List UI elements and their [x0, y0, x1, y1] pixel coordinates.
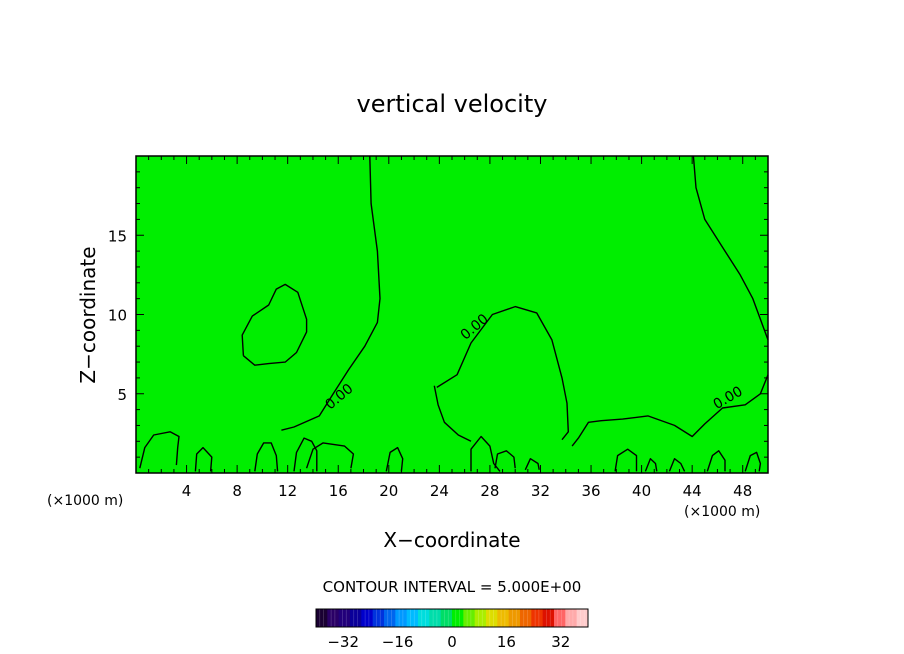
zero-contour-left-edge	[139, 431, 180, 469]
x-tick-label: 20	[379, 482, 398, 500]
colorbar-cell	[463, 609, 476, 627]
contour-lines	[139, 155, 769, 472]
zero-contour-low-4	[305, 442, 355, 469]
colorbar-cell	[372, 609, 385, 627]
colorbar-cell	[440, 609, 453, 627]
zero-contour-low-9	[706, 450, 726, 472]
colorbar-cell	[542, 609, 555, 627]
zero-contour-low-2	[254, 442, 279, 472]
y-axis-label: Z−coordinate	[76, 246, 100, 383]
zero-contour-low-12	[524, 458, 540, 471]
zero-contour-low-11	[385, 446, 404, 472]
colorbar-cell	[338, 609, 351, 627]
colorbar-cell	[406, 609, 419, 627]
velocity-field-fill	[136, 156, 768, 473]
zero-contour-upper-left-blob	[241, 283, 308, 366]
x-tick-label: 24	[430, 482, 449, 500]
x-tick-label: 4	[182, 482, 192, 500]
x-tick-label: 28	[480, 482, 499, 500]
x-tick-label: 36	[581, 482, 600, 500]
colorbar-cell	[474, 609, 487, 627]
colorbar-ticks: −32 −16 0 16 32	[327, 633, 570, 651]
x-unit-left: (×1000 m)	[47, 493, 123, 509]
x-tick-label: 32	[531, 482, 550, 500]
zero-contour-central-lower	[433, 385, 472, 442]
zero-contour-central	[281, 155, 381, 431]
x-tick-label: 8	[232, 482, 242, 500]
x-unit-right: (×1000 m)	[684, 504, 760, 520]
colorbar-cell	[429, 609, 442, 627]
colorbar-cell	[576, 609, 589, 627]
colorbar-cell	[565, 609, 578, 627]
zero-contour-low-3	[293, 437, 318, 472]
plot-area: 0.000.000.00	[135, 155, 769, 474]
colorbar-cell	[452, 609, 464, 627]
colorbar-tick-label: −16	[382, 633, 414, 651]
colorbar-cell	[384, 609, 396, 627]
x-tick-label: 12	[278, 482, 297, 500]
colorbar-cell	[327, 609, 340, 627]
zero-contour-low-6	[494, 450, 516, 469]
zero-contour-low-1	[194, 446, 213, 472]
colorbar-cells	[316, 609, 589, 627]
colorbar-frame	[315, 608, 589, 628]
zero-contour-mid-dome	[436, 305, 569, 441]
zero-contour-upper-right	[692, 155, 769, 341]
zero-contour-lower-right	[571, 374, 769, 447]
colorbar-cell	[316, 609, 328, 627]
x-tick-label: 48	[733, 482, 752, 500]
colorbar-cell	[531, 609, 544, 627]
zero-contour-low-8	[668, 458, 686, 472]
colorbar-cell	[520, 609, 532, 627]
y-tick-label: 10	[108, 307, 127, 325]
colorbar-cell	[418, 609, 430, 627]
colorbar-cell	[554, 609, 566, 627]
colorbar: −32 −16 0 16 32	[315, 608, 589, 651]
y-tick-label: 15	[108, 227, 127, 245]
zero-contour-low-10	[744, 451, 762, 472]
y-tick-label: 5	[117, 386, 127, 404]
colorbar-cell	[395, 609, 408, 627]
colorbar-cell	[497, 609, 510, 627]
colorbar-tick-label: −32	[327, 633, 359, 651]
x-tick-label: 16	[329, 482, 348, 500]
colorbar-cell	[508, 609, 521, 627]
colorbar-tick-label: 16	[497, 633, 516, 651]
x-axis-ticks: 4 8 12 16 20 24 28 32 36 40 44 48	[148, 156, 756, 500]
zero-contour-low-13	[644, 458, 658, 472]
colorbar-cell	[361, 609, 374, 627]
x-tick-label: 44	[683, 482, 702, 500]
x-axis-label: X−coordinate	[383, 528, 520, 552]
zero-contour-low-7	[614, 448, 638, 472]
zero-contour-low-5	[470, 435, 501, 472]
colorbar-cell	[350, 609, 362, 627]
chart-title: vertical velocity	[357, 90, 548, 118]
colorbar-tick-label: 0	[447, 633, 457, 651]
colorbar-tick-label: 32	[551, 633, 570, 651]
y-axis-ticks: 5 10 15	[108, 171, 768, 458]
contour-interval-text: CONTOUR INTERVAL = 5.000E+00	[323, 578, 582, 596]
colorbar-cell	[486, 609, 498, 627]
x-tick-label: 40	[632, 482, 651, 500]
